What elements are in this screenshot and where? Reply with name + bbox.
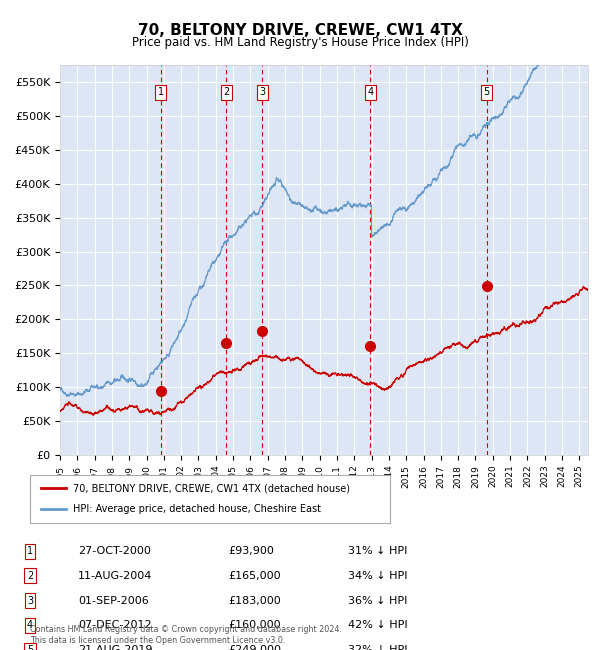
Text: 1: 1 <box>158 87 164 98</box>
Text: 1: 1 <box>27 546 33 556</box>
Text: 5: 5 <box>27 645 33 650</box>
Text: HPI: Average price, detached house, Cheshire East: HPI: Average price, detached house, Ches… <box>73 504 321 514</box>
Text: 3: 3 <box>259 87 265 98</box>
Text: £93,900: £93,900 <box>228 546 274 556</box>
Text: 2: 2 <box>27 571 33 581</box>
Text: 36% ↓ HPI: 36% ↓ HPI <box>348 595 407 606</box>
Text: 2: 2 <box>223 87 229 98</box>
Text: 42% ↓ HPI: 42% ↓ HPI <box>348 620 407 630</box>
Text: 70, BELTONY DRIVE, CREWE, CW1 4TX (detached house): 70, BELTONY DRIVE, CREWE, CW1 4TX (detac… <box>73 483 350 493</box>
Text: 01-SEP-2006: 01-SEP-2006 <box>78 595 149 606</box>
Text: 32% ↓ HPI: 32% ↓ HPI <box>348 645 407 650</box>
Text: £183,000: £183,000 <box>228 595 281 606</box>
Text: 31% ↓ HPI: 31% ↓ HPI <box>348 546 407 556</box>
Text: 21-AUG-2019: 21-AUG-2019 <box>78 645 152 650</box>
Text: Contains HM Land Registry data © Crown copyright and database right 2024.
This d: Contains HM Land Registry data © Crown c… <box>30 625 342 645</box>
Text: £249,000: £249,000 <box>228 645 281 650</box>
Text: 4: 4 <box>367 87 373 98</box>
Text: £160,000: £160,000 <box>228 620 281 630</box>
Text: 11-AUG-2004: 11-AUG-2004 <box>78 571 152 581</box>
Text: £165,000: £165,000 <box>228 571 281 581</box>
Text: Price paid vs. HM Land Registry's House Price Index (HPI): Price paid vs. HM Land Registry's House … <box>131 36 469 49</box>
Text: 34% ↓ HPI: 34% ↓ HPI <box>348 571 407 581</box>
Text: 27-OCT-2000: 27-OCT-2000 <box>78 546 151 556</box>
Text: 5: 5 <box>484 87 490 98</box>
Text: 70, BELTONY DRIVE, CREWE, CW1 4TX: 70, BELTONY DRIVE, CREWE, CW1 4TX <box>137 23 463 38</box>
Text: 07-DEC-2012: 07-DEC-2012 <box>78 620 152 630</box>
Text: 4: 4 <box>27 620 33 630</box>
Text: 3: 3 <box>27 595 33 606</box>
